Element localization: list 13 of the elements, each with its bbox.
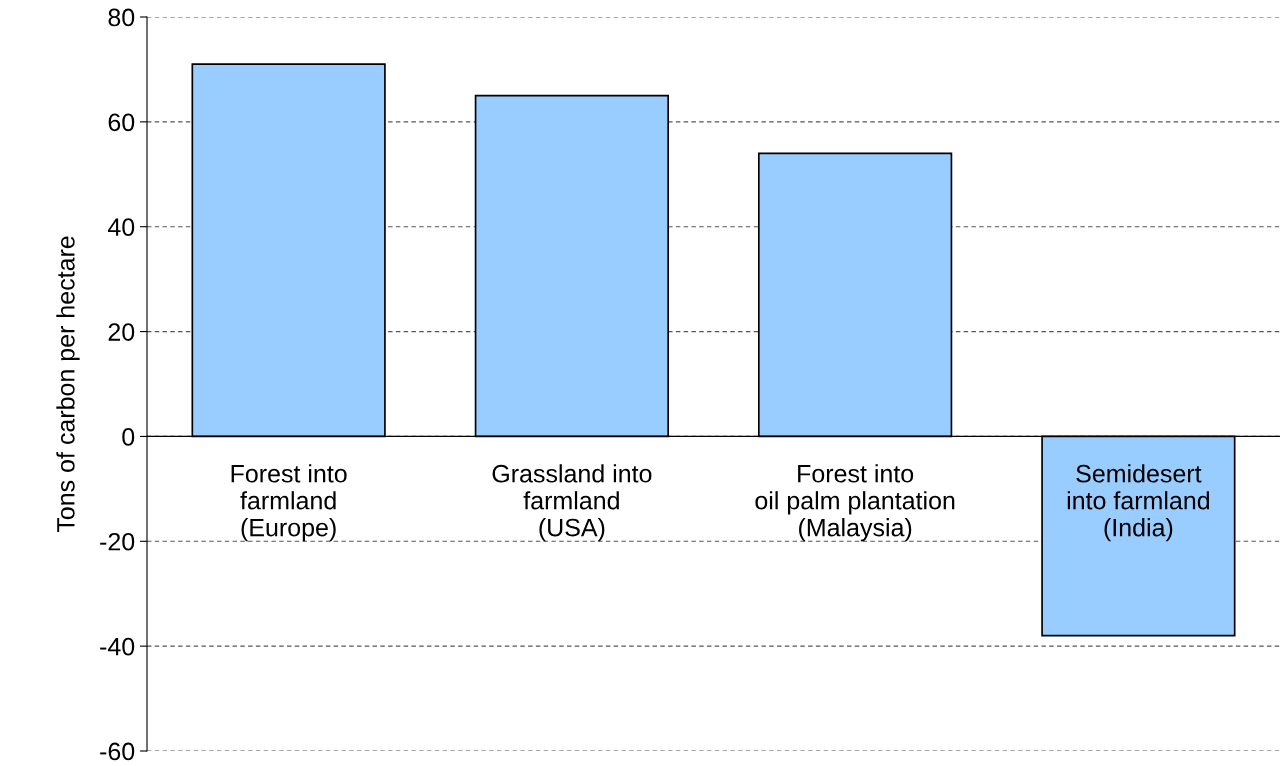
y-axis-title: Tons of carbon per hectare — [56, 236, 80, 533]
y-tick-label: 80 — [108, 8, 135, 27]
y-tick-label: -40 — [100, 637, 135, 656]
x-tick-label: Forest into farmland (Europe) — [231, 464, 347, 542]
y-tick-label: 60 — [108, 113, 135, 132]
x-tick-label: Grassland into farmland (USA) — [492, 464, 652, 542]
y-tick-label: 20 — [108, 323, 135, 341]
y-tick-label: -20 — [100, 532, 135, 551]
x-tick-label: Semidesert into farmland (India) — [1067, 464, 1210, 542]
x-tick-label: Forest into oil palm plantation (Malaysia) — [755, 464, 955, 542]
y-tick-label: -60 — [100, 742, 135, 761]
y-tick-label: 40 — [107, 218, 135, 237]
y-tick-label: 0 — [122, 428, 135, 446]
